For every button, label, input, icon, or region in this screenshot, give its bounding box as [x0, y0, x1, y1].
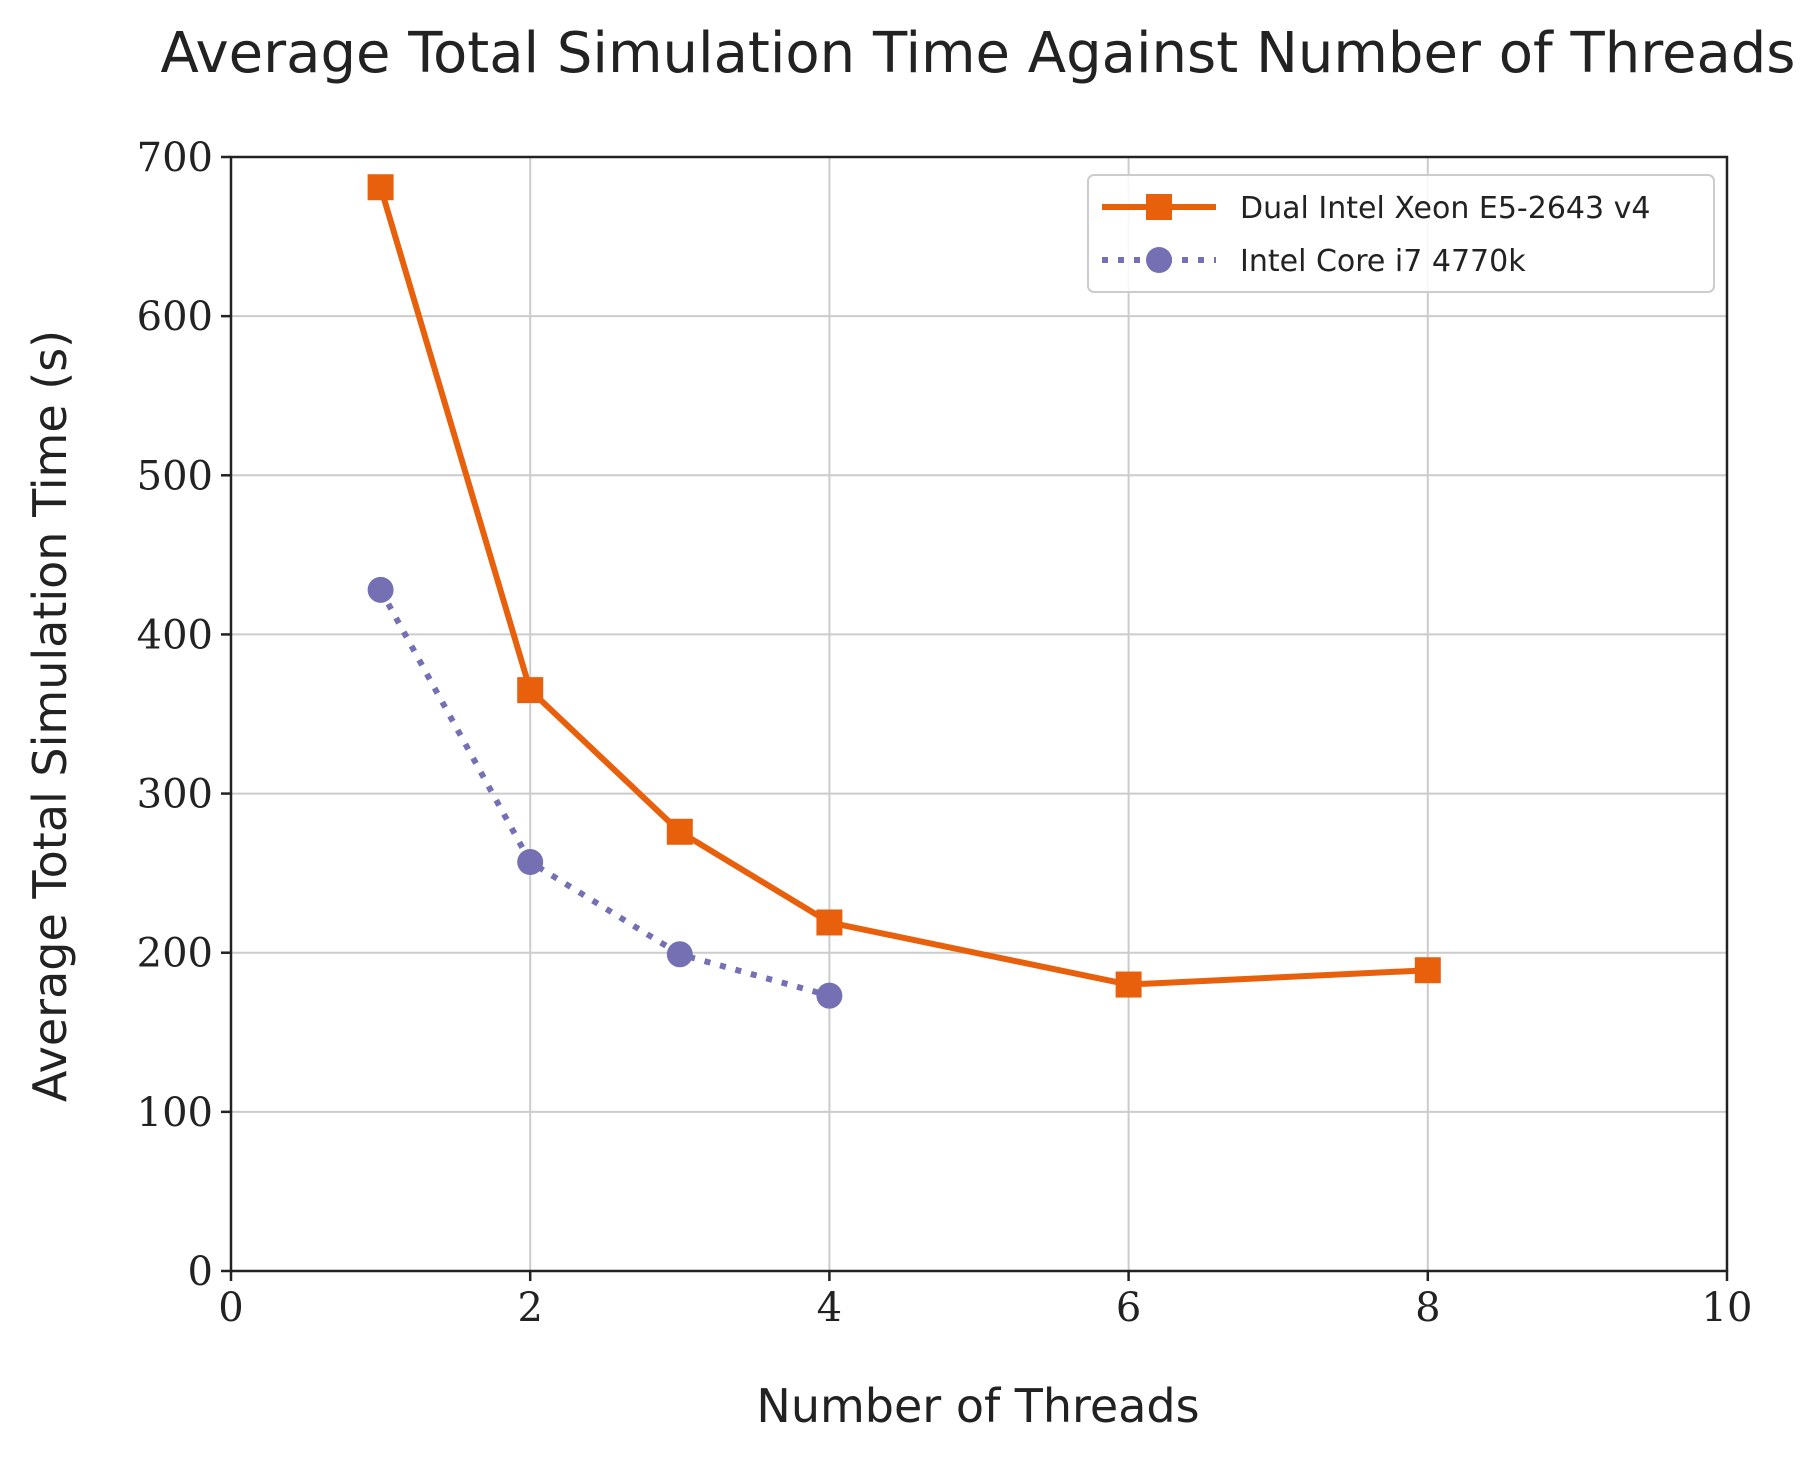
x-axis-label: Number of Threads	[756, 1379, 1199, 1433]
y-tick-label: 300	[137, 772, 213, 818]
series-layer	[367, 174, 1441, 1009]
data-point	[816, 909, 843, 936]
chart-title: Average Total Simulation Time Against Nu…	[161, 21, 1796, 86]
legend-label: Intel Core i7 4770k	[1240, 244, 1526, 279]
data-point	[517, 849, 544, 876]
data-point	[816, 982, 843, 1009]
y-tick-label: 400	[137, 612, 213, 658]
x-tick-label: 0	[218, 1285, 243, 1331]
legend: Dual Intel Xeon E5-2643 v4 Intel Core i7 …	[1087, 174, 1715, 293]
data-point	[1115, 971, 1142, 998]
series-line	[377, 186, 1428, 988]
data-point	[666, 941, 693, 968]
y-tick-label: 500	[137, 453, 213, 499]
y-tick-label: 0	[188, 1249, 213, 1295]
y-tick-label: 200	[137, 931, 213, 977]
legend-item: Dual Intel Xeon E5-2643 v4	[1102, 191, 1650, 226]
x-tick-label: 8	[1415, 1285, 1440, 1331]
data-point	[367, 174, 394, 201]
legend-marker-swatch	[1146, 247, 1172, 273]
legend-box	[1087, 174, 1715, 293]
legend-label: Dual Intel Xeon E5-2643 v4	[1240, 191, 1650, 226]
y-tick-label: 700	[137, 135, 213, 181]
data-point	[367, 576, 394, 603]
series-1	[367, 174, 1441, 998]
x-tick-label: 6	[1116, 1285, 1141, 1331]
legend-item: Intel Core i7 4770k	[1102, 244, 1526, 279]
y-tick-label: 100	[137, 1090, 213, 1136]
series-line	[377, 588, 831, 999]
x-tick-label: 2	[517, 1285, 542, 1331]
data-point	[666, 818, 693, 845]
y-axis-label: Average Total Simulation Time (s)	[23, 330, 77, 1102]
plot-frame	[229, 155, 1729, 1273]
series-2	[367, 576, 843, 1009]
data-point	[1414, 957, 1441, 984]
x-tick-label: 10	[1702, 1285, 1753, 1331]
y-tick-label: 600	[137, 294, 213, 340]
legend-marker-swatch	[1146, 194, 1172, 220]
x-tick-label: 4	[817, 1285, 842, 1331]
data-point	[517, 677, 544, 704]
